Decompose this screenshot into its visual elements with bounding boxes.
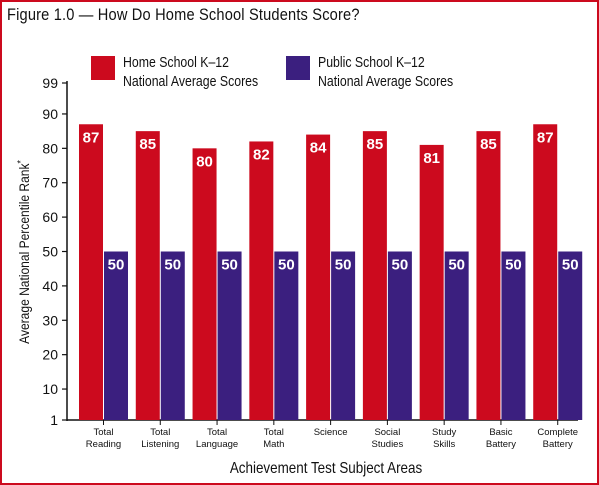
x-tick-label: Reading [86,439,121,450]
x-tick-label: Battery [486,439,516,450]
data-label-home-school: 82 [253,146,270,163]
legend-label-home-school: Home School K–12 National Average Scores [123,53,258,91]
bar-public-school [558,251,583,420]
data-label-home-school: 81 [423,150,440,167]
x-axis-label: Achievement Test Subject Areas [230,460,422,477]
data-label-home-school: 87 [537,129,554,146]
y-tick-label-50: 50 [42,244,58,260]
legend-swatch-public-school [286,56,310,80]
bar-public-school [387,251,412,420]
legend-label-public-school-line1: Public School K–12 [318,54,425,71]
y-tick-label-99: 99 [42,75,58,91]
y-tick-label-40: 40 [42,278,58,294]
bar-home-school [192,148,217,420]
y-tick-label-1: 1 [50,412,58,428]
bar-home-school [249,141,274,421]
x-tick-label: Basic [489,427,512,438]
chart-title: Figure 1.0 — How Do Home School Students… [7,5,360,24]
x-tick-label: Battery [543,439,573,450]
y-axis-label: Average National Percentile Rank* [15,160,32,344]
y-tick-label-80: 80 [42,140,58,156]
data-label-public-school: 50 [221,257,238,274]
data-label-home-school: 85 [139,136,156,153]
bar-public-school [104,251,128,420]
bar-public-school [331,251,356,420]
x-tick-label: Total [264,427,284,438]
data-label-public-school: 50 [278,257,295,274]
data-label-home-school: 85 [480,136,497,153]
y-tick-label-10: 10 [42,381,58,397]
legend-label-public-school-line2: National Average Scores [318,73,454,90]
data-label-public-school: 50 [562,257,579,274]
legend-label-home-school-line2: National Average Scores [123,73,259,90]
x-tick-label: Study [432,427,457,438]
bar-public-school [444,251,469,420]
x-tick-label: Total [207,427,227,438]
data-label-public-school: 50 [108,257,125,274]
x-tick-label: Total [150,427,170,438]
bar-home-school [476,131,501,420]
data-label-public-school: 50 [448,257,465,274]
legend-label-public-school: Public School K–12 National Average Scor… [318,53,453,91]
data-label-home-school: 87 [83,129,100,146]
data-label-public-school: 50 [505,257,522,274]
x-tick-label: Listening [141,439,179,450]
bar-public-school [501,251,526,420]
data-label-home-school: 80 [196,153,213,170]
data-label-public-school: 50 [335,257,352,274]
y-tick-label-20: 20 [42,347,58,363]
legend-label-home-school-line1: Home School K–12 [123,54,229,71]
x-tick-label: Social [374,427,400,438]
x-tick-label: Complete [537,427,578,438]
bar-home-school [362,131,387,420]
bar-home-school [533,124,558,420]
y-tick-label-70: 70 [42,175,58,191]
data-label-home-school: 84 [310,140,327,157]
y-axis-label-asterisk: * [15,160,26,164]
y-tick-label-90: 90 [42,106,58,122]
bar-public-school [274,251,299,420]
bar-home-school [419,144,444,421]
x-tick-label: Total [93,427,113,438]
data-label-home-school: 85 [367,136,384,153]
bar-home-school [306,134,331,420]
x-tick-label: Studies [372,439,404,450]
x-tick-label: Science [314,427,348,438]
y-tick-label-30: 30 [42,312,58,328]
bar-public-school [217,251,242,420]
bar-public-school [160,251,185,420]
bar-home-school [79,124,103,420]
legend-swatch-home-school [91,56,115,80]
x-tick-label: Language [196,439,238,450]
x-tick-label: Math [263,439,284,450]
data-label-public-school: 50 [392,257,409,274]
bar-home-school [135,131,160,420]
y-tick-label-60: 60 [42,209,58,225]
x-tick-label: Skills [433,439,455,450]
data-label-public-school: 50 [164,257,181,274]
